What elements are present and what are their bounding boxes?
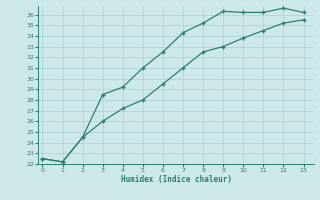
X-axis label: Humidex (Indice chaleur): Humidex (Indice chaleur) xyxy=(121,175,231,184)
